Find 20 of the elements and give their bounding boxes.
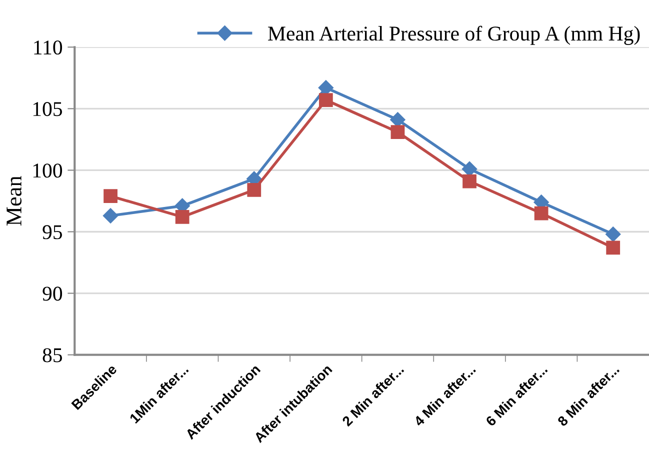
y-tick-label: 90	[42, 286, 62, 301]
point	[606, 240, 620, 255]
point	[102, 208, 118, 224]
point	[390, 125, 405, 139]
point	[104, 189, 118, 203]
point	[462, 174, 476, 188]
point	[534, 206, 548, 220]
y-tick-label: 105	[33, 102, 62, 116]
y-tick-label: 85	[42, 348, 62, 362]
point	[318, 93, 333, 107]
y-tick-label: 95	[42, 225, 62, 240]
y-axis-title: Mean	[6, 176, 22, 226]
point	[390, 112, 406, 128]
y-tick-label: 110	[34, 40, 62, 55]
point	[606, 226, 621, 242]
point	[175, 210, 190, 224]
point	[247, 182, 262, 197]
point	[318, 80, 334, 96]
y-tick-label: 100	[33, 164, 62, 178]
legend-label: Mean Arterial Pressure of Group A (mm Hg)	[268, 26, 640, 45]
